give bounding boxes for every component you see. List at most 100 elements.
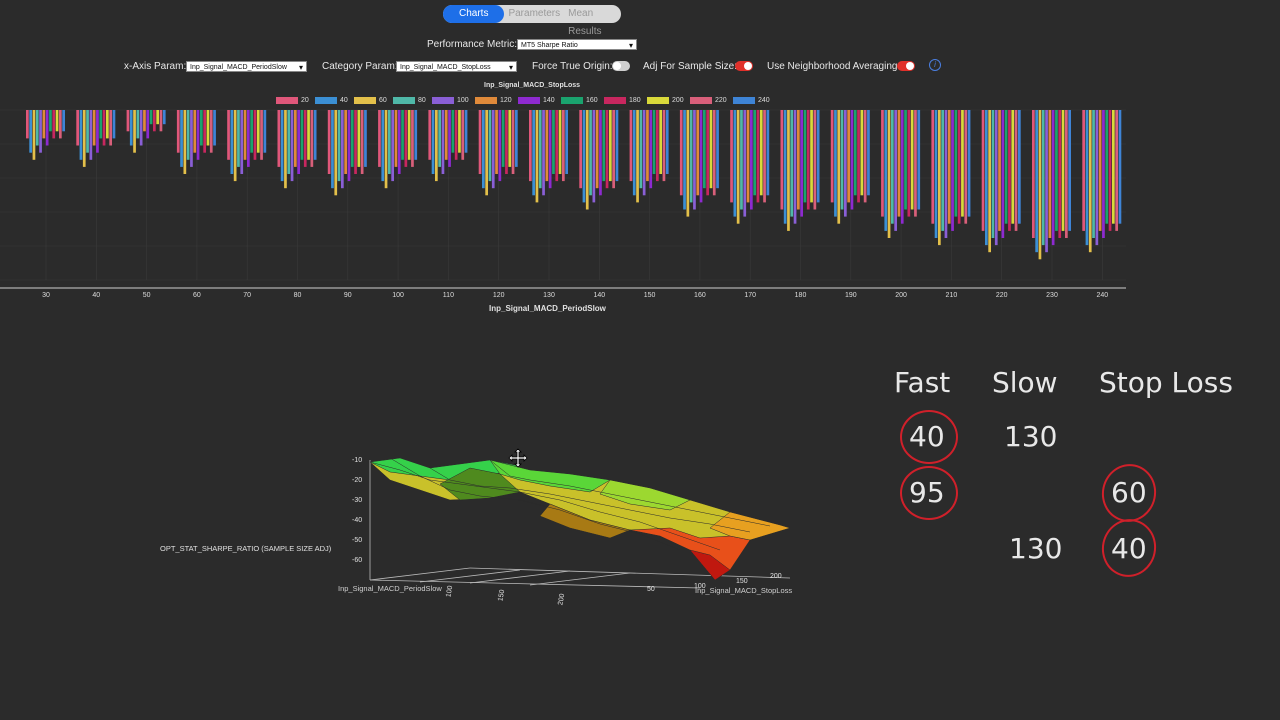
bar-90-140[interactable] [347,110,351,182]
bar-70-20[interactable] [227,110,230,160]
bar-80-240[interactable] [313,110,317,160]
legend-item-20[interactable]: 20 [276,97,309,104]
bar-50-40[interactable] [129,110,133,146]
bar-210-100[interactable] [944,110,948,238]
bar-130-180[interactable] [555,110,559,182]
bar-160-220[interactable] [712,110,716,196]
bar-230-240[interactable] [1068,110,1071,231]
performance-metric-select[interactable]: MT5 Sharpe Ratio [517,39,637,50]
legend-item-120[interactable]: 120 [475,97,512,104]
bar-90-20[interactable] [327,110,331,174]
bar-210-180[interactable] [957,110,961,224]
bar-190-160[interactable] [853,110,857,196]
bar-50-120[interactable] [143,110,146,132]
bar-110-100[interactable] [441,110,445,174]
bar-120-220[interactable] [511,110,515,174]
bar-200-140[interactable] [900,110,904,224]
bar-140-180[interactable] [605,110,609,189]
bar-140-80[interactable] [589,110,592,196]
bar-150-240[interactable] [665,110,669,174]
bar-40-180[interactable] [102,110,106,146]
bar-240-160[interactable] [1105,110,1109,224]
bar-210-120[interactable] [947,110,951,224]
bar-60-60[interactable] [183,110,187,174]
bar-190-200[interactable] [860,110,864,196]
bar-90-200[interactable] [357,110,361,167]
bar-200-80[interactable] [891,110,894,224]
bar-50-140[interactable] [146,110,150,139]
bar-170-120[interactable] [746,110,750,203]
bar-150-220[interactable] [662,110,666,182]
bar-170-20[interactable] [730,110,733,203]
bar-120-240[interactable] [515,110,518,167]
bar-220-40[interactable] [985,110,988,246]
bar-40-240[interactable] [112,110,116,139]
bar-30-140[interactable] [45,110,49,146]
bar-60-120[interactable] [193,110,197,153]
bar-40-100[interactable] [89,110,93,160]
bar-220-80[interactable] [991,110,995,238]
bar-100-140[interactable] [397,110,401,174]
bar-190-20[interactable] [830,110,834,203]
bar-160-100[interactable] [693,110,696,210]
bar-80-20[interactable] [277,110,281,167]
bar-150-140[interactable] [649,110,653,189]
bar-160-60[interactable] [686,110,690,217]
bar-210-200[interactable] [961,110,964,217]
bar-50-80[interactable] [136,110,140,139]
bar-200-180[interactable] [907,110,911,217]
bar-240-80[interactable] [1092,110,1095,238]
bar-30-80[interactable] [35,110,39,146]
bar-60-200[interactable] [206,110,210,146]
bar-230-140[interactable] [1051,110,1055,246]
bar-190-220[interactable] [863,110,867,203]
bar-180-220[interactable] [813,110,817,210]
bar-210-240[interactable] [967,110,971,217]
bar-240-220[interactable] [1115,110,1118,231]
bar-130-80[interactable] [538,110,542,189]
bar-60-140[interactable] [196,110,200,160]
bar-100-200[interactable] [407,110,411,160]
legend-item-240[interactable]: 240 [733,97,770,104]
bar-60-180[interactable] [203,110,206,153]
bar-70-240[interactable] [263,110,267,153]
bar-160-120[interactable] [696,110,700,196]
bar-190-40[interactable] [834,110,837,217]
bar-110-20[interactable] [428,110,432,160]
bar-170-60[interactable] [736,110,740,224]
bar-160-80[interactable] [689,110,693,203]
bar-130-240[interactable] [565,110,568,174]
legend-item-40[interactable]: 40 [315,97,348,104]
legend-item-60[interactable]: 60 [354,97,387,104]
bar-80-200[interactable] [307,110,310,160]
bar-70-180[interactable] [253,110,257,160]
bar-210-160[interactable] [954,110,958,217]
bar-230-100[interactable] [1045,110,1048,253]
bar-40-140[interactable] [96,110,99,153]
bar-130-140[interactable] [548,110,552,189]
bar-40-60[interactable] [82,110,86,167]
bar-230-160[interactable] [1055,110,1058,231]
bar-180-180[interactable] [806,110,810,210]
bar-80-120[interactable] [294,110,297,167]
legend-item-200[interactable]: 200 [647,97,684,104]
legend-item-80[interactable]: 80 [393,97,426,104]
bar-180-240[interactable] [816,110,820,203]
bar-40-220[interactable] [109,110,112,146]
bar-220-100[interactable] [994,110,998,246]
bar-30-60[interactable] [32,110,36,160]
bar-170-220[interactable] [763,110,766,203]
bar-230-60[interactable] [1038,110,1042,260]
bar-130-220[interactable] [562,110,565,182]
bar-80-180[interactable] [303,110,307,167]
bar-90-240[interactable] [364,110,367,167]
bar-200-100[interactable] [894,110,897,231]
bar-130-20[interactable] [529,110,532,182]
bar-240-100[interactable] [1095,110,1099,246]
bar-190-80[interactable] [840,110,844,210]
bar-120-200[interactable] [508,110,512,167]
bar-190-100[interactable] [844,110,847,217]
tab-charts[interactable]: Charts [443,5,505,23]
legend-item-140[interactable]: 140 [518,97,555,104]
bar-80-160[interactable] [300,110,304,160]
